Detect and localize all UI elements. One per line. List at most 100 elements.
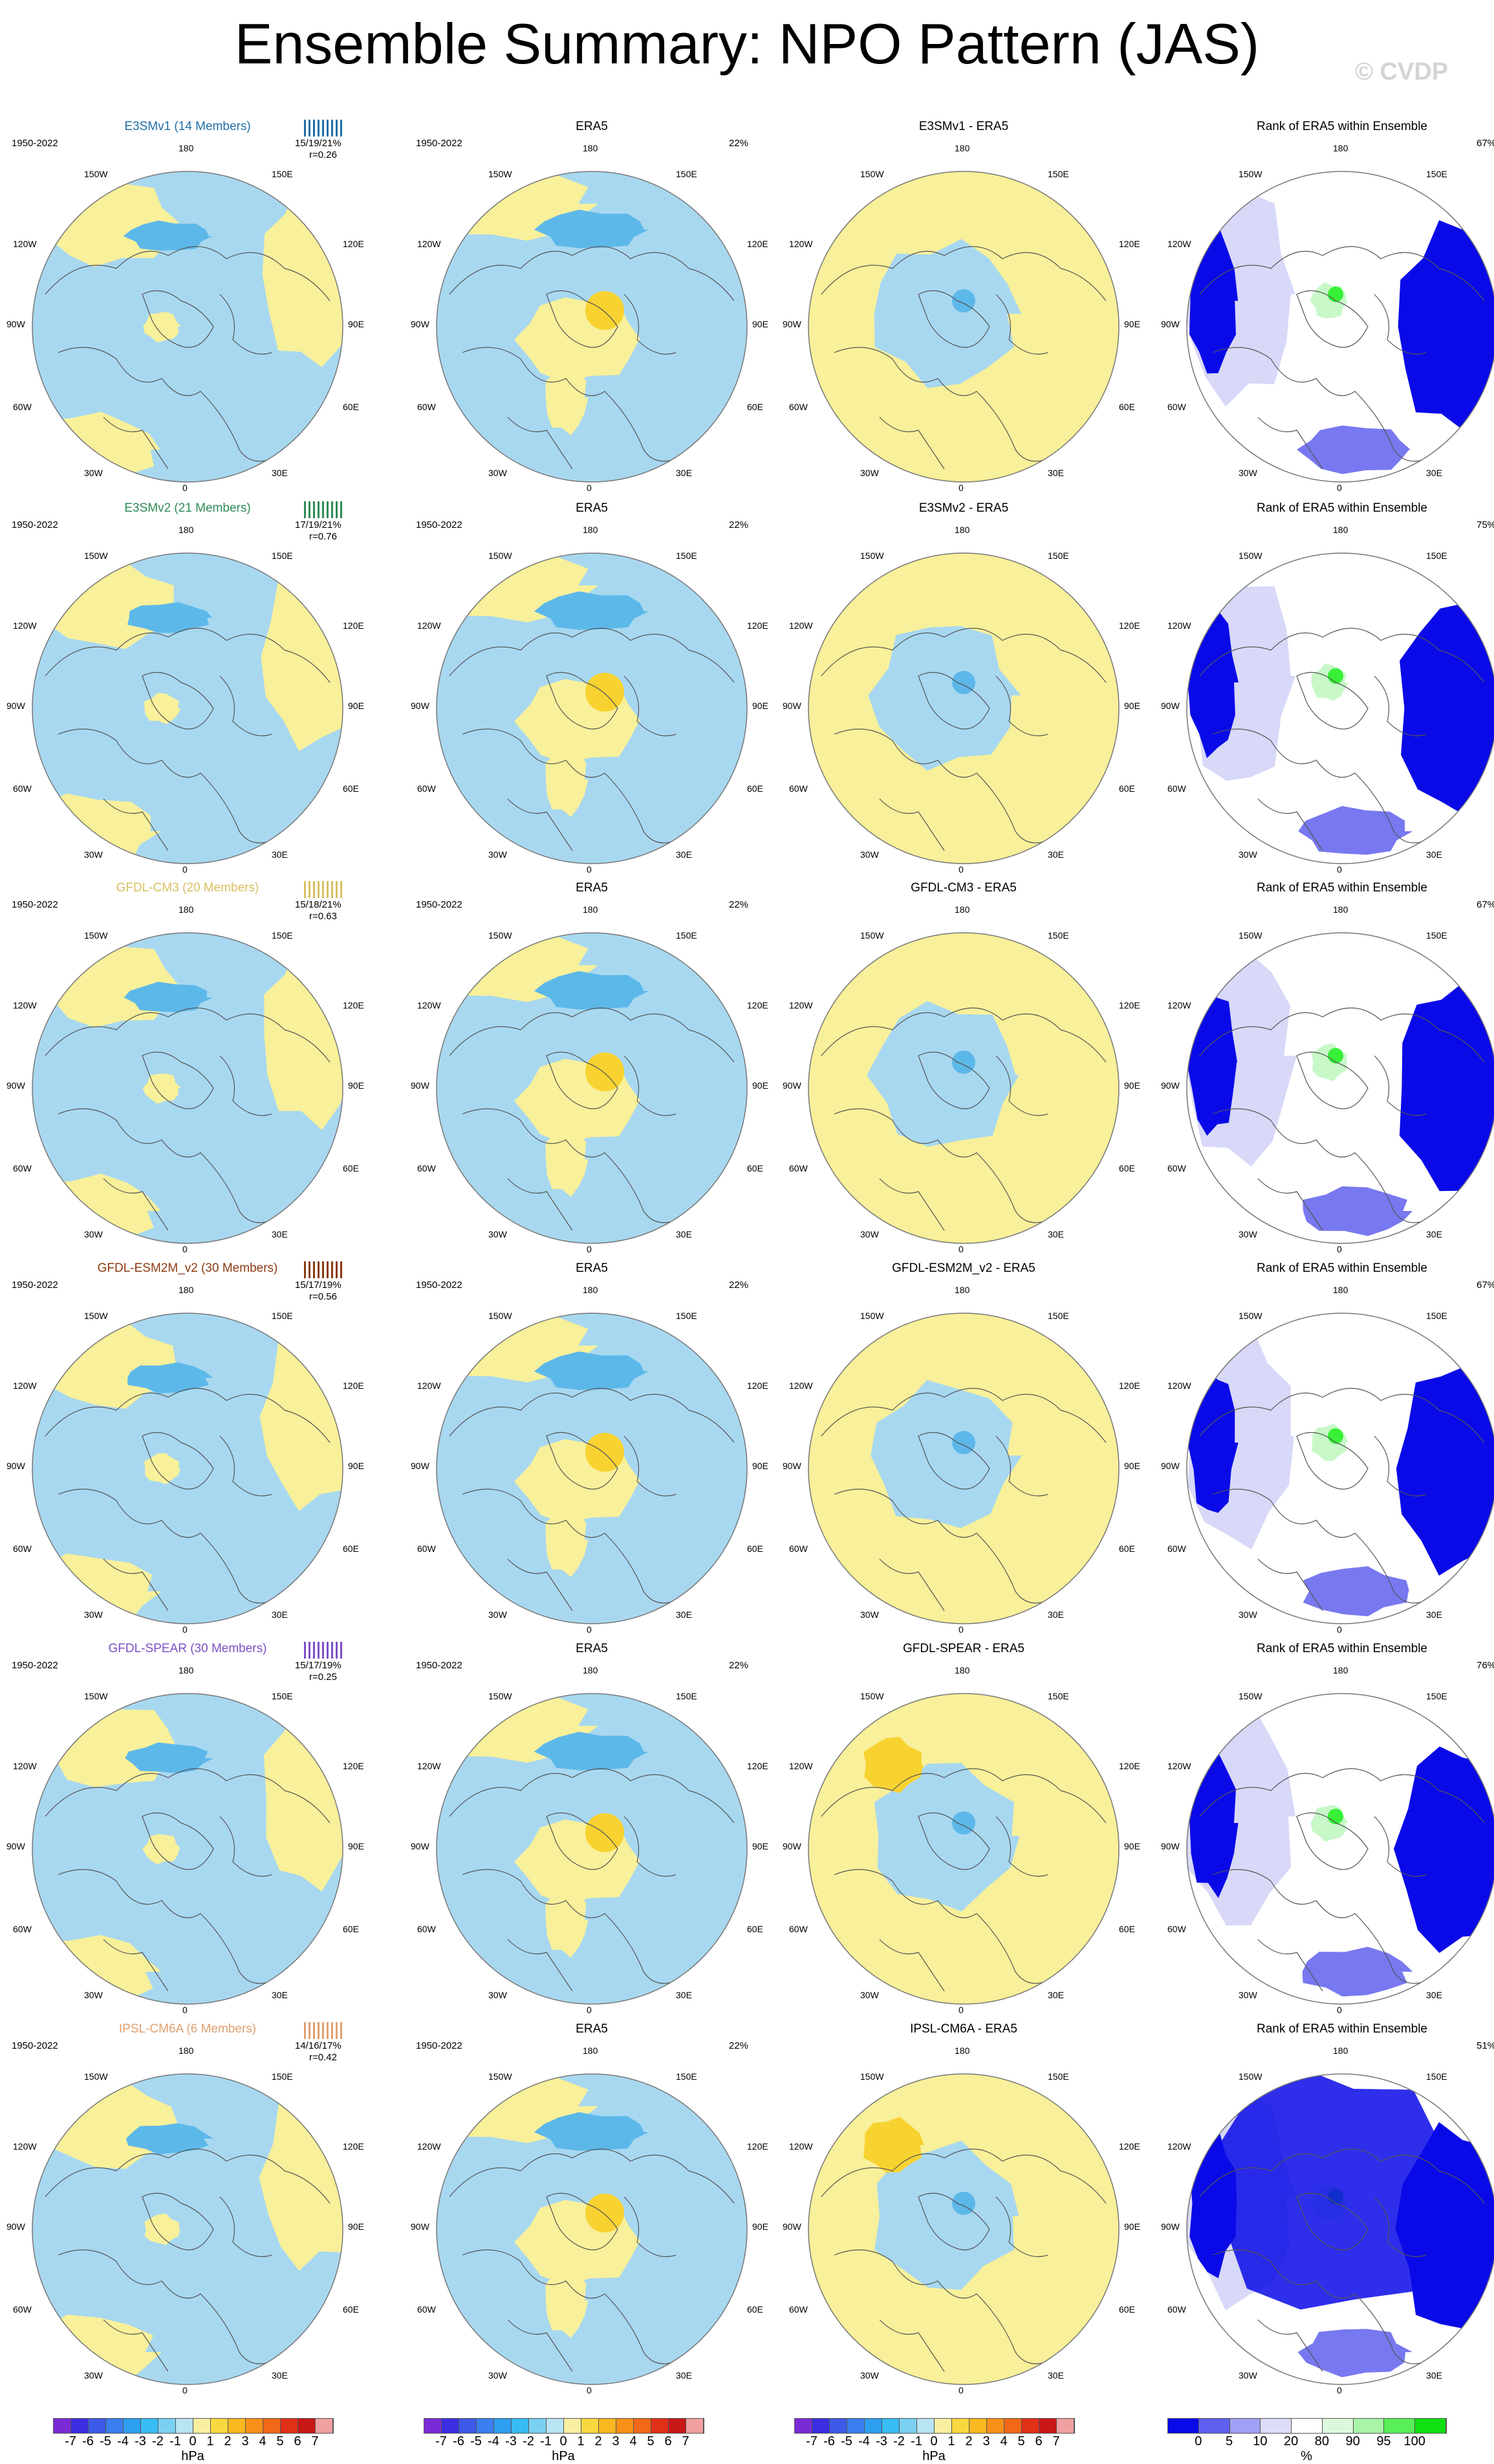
map-label-lower-left: 30W bbox=[1239, 1609, 1257, 1620]
coast-south bbox=[58, 1488, 279, 1604]
map-label-lower-left: 30W bbox=[488, 2370, 507, 2381]
coast-north bbox=[45, 246, 330, 301]
rank-mid-region bbox=[1298, 806, 1413, 855]
map-label-upper-right: 150E bbox=[272, 2071, 293, 2082]
coast-arctic bbox=[1296, 1812, 1369, 1870]
colorbar-label: 100 bbox=[1403, 2434, 1425, 2448]
coast-north bbox=[45, 627, 330, 683]
colorbar-label: 3 bbox=[241, 2434, 249, 2448]
polar-map-era5 bbox=[436, 171, 748, 483]
member-tick bbox=[340, 1642, 342, 1659]
member-tick bbox=[322, 2022, 324, 2039]
map-label-lower-left: 30W bbox=[84, 849, 103, 860]
period-label: 1950-2022 bbox=[416, 138, 462, 149]
colorbar-label: 20 bbox=[1283, 2434, 1299, 2448]
member-tick bbox=[304, 881, 306, 898]
coast-arctic bbox=[1296, 2192, 1369, 2251]
map-label-upper-left: 150W bbox=[1239, 1691, 1262, 1701]
map-label-mid-upper-left: 120W bbox=[417, 239, 441, 249]
member-tick bbox=[318, 501, 319, 518]
map-label-mid-lower-left: 60W bbox=[1167, 783, 1186, 794]
member-tick bbox=[313, 1642, 315, 1659]
colorbar-label: -1 bbox=[169, 2434, 181, 2448]
map-label-upper-left: 150W bbox=[488, 930, 512, 941]
colorbar-label: -5 bbox=[841, 2434, 852, 2448]
pct-label: 67% bbox=[1477, 1280, 1494, 1291]
map-label-top: 180 bbox=[179, 1285, 194, 1295]
map-label-left: 90W bbox=[1161, 701, 1180, 711]
map-label-lower-left: 30W bbox=[860, 1229, 879, 1239]
colorbar-label: 0 bbox=[930, 2434, 938, 2448]
colorbar-box bbox=[211, 2419, 228, 2433]
rank-strong-region bbox=[1189, 225, 1239, 374]
panel-rank-0: 1800150W150E120W120E90W90E60W60E30W30ERa… bbox=[1161, 120, 1494, 508]
coast-north bbox=[45, 1007, 330, 1063]
colorbar-box bbox=[686, 2419, 704, 2433]
coast-arctic bbox=[546, 1051, 618, 1109]
map-label-upper-left: 150W bbox=[488, 551, 512, 561]
map-border bbox=[436, 1693, 748, 2005]
member-tick bbox=[313, 881, 315, 898]
coast-arctic bbox=[918, 1812, 990, 1870]
negative-core bbox=[127, 1362, 213, 1393]
map-label-mid-upper-right: 120E bbox=[343, 1380, 364, 1391]
panel-title: IPSL-CM6A (6 Members) bbox=[118, 2022, 257, 2036]
map-border bbox=[808, 1693, 1120, 2005]
coast-southwest bbox=[1257, 1178, 1323, 1231]
member-tick bbox=[327, 881, 329, 898]
colorbar-label: -2 bbox=[523, 2434, 534, 2448]
polar-map-rank bbox=[1186, 1313, 1494, 1624]
panel-title: ERA5 bbox=[576, 1642, 608, 1655]
colorbar-label: 0 bbox=[559, 2434, 567, 2448]
map-label-lower-left: 30W bbox=[1239, 2370, 1257, 2381]
map-label-mid-upper-left: 120W bbox=[13, 620, 37, 631]
negative-core bbox=[534, 1351, 649, 1390]
coast-southwest bbox=[879, 2319, 945, 2372]
colorbar-box bbox=[651, 2419, 669, 2433]
member-tick bbox=[309, 2022, 310, 2039]
positive-region bbox=[144, 2214, 180, 2245]
rank-strong-region bbox=[1394, 1746, 1494, 1953]
map-border bbox=[32, 932, 343, 1244]
corr-label: r=0.63 bbox=[309, 911, 337, 922]
coast-arctic bbox=[918, 671, 990, 730]
map-label-top: 180 bbox=[583, 2045, 598, 2056]
pct-label: 22% bbox=[729, 138, 749, 149]
map-label-right: 90E bbox=[1124, 701, 1140, 711]
coast-east bbox=[995, 2196, 1048, 2258]
colorbar-label: 5 bbox=[647, 2434, 655, 2448]
coast-arctic bbox=[918, 1051, 990, 1109]
map-label-lower-right: 30E bbox=[1426, 1229, 1442, 1239]
member-tick bbox=[331, 501, 333, 518]
colorbar-box bbox=[1022, 2419, 1039, 2433]
map-label-upper-left: 150W bbox=[860, 551, 884, 561]
panel-rank-1: 1800150W150E120W120E90W90E60W60E30W30ERa… bbox=[1161, 501, 1494, 889]
map-label-upper-left: 150W bbox=[84, 930, 108, 941]
colorbar-label: 90 bbox=[1345, 2434, 1360, 2448]
map-label-left: 90W bbox=[411, 2221, 429, 2232]
member-tick bbox=[336, 501, 338, 518]
rank-strong-region bbox=[1400, 603, 1494, 816]
coastline bbox=[1199, 246, 1485, 470]
map-label-upper-right: 150E bbox=[1048, 169, 1069, 179]
panel-era5-0: 180 0 150W 150E 120W 120E 90W 90E 60W 60E 30W 30E ER… bbox=[411, 120, 773, 508]
colorbar-label: 7 bbox=[682, 2434, 689, 2448]
colorbar-label: 2 bbox=[224, 2434, 232, 2448]
coast-north bbox=[449, 627, 735, 683]
coast-north bbox=[449, 1007, 735, 1063]
panel-model-4: 180 0 150W 150E 120W 120E 90W 90E 60W 60E 30W 30E GF… bbox=[6, 1642, 369, 2030]
map-label-mid-upper-right: 120E bbox=[1119, 620, 1140, 631]
colorbar-label: 10 bbox=[1253, 2434, 1268, 2448]
coast-arctic bbox=[142, 671, 214, 730]
map-label-mid-lower-right: 60E bbox=[343, 1543, 359, 1554]
member-tick bbox=[340, 881, 342, 898]
panel-diff-4: 180 0 150W 150E 120W 120E 90W 90E 60W 60E 30W 30E GF… bbox=[783, 1642, 1145, 2030]
rank-strong-region bbox=[1399, 981, 1494, 1192]
map-label-mid-upper-right: 120E bbox=[747, 1000, 768, 1010]
map-label-mid-lower-right: 60E bbox=[343, 2304, 359, 2315]
coastline bbox=[1199, 1388, 1485, 1611]
map-label-lower-left: 30W bbox=[488, 1609, 507, 1620]
coast-southwest bbox=[507, 1939, 573, 1992]
pct-label: 15/19/21% bbox=[295, 138, 341, 149]
map-label-upper-right: 150E bbox=[1048, 1311, 1069, 1321]
